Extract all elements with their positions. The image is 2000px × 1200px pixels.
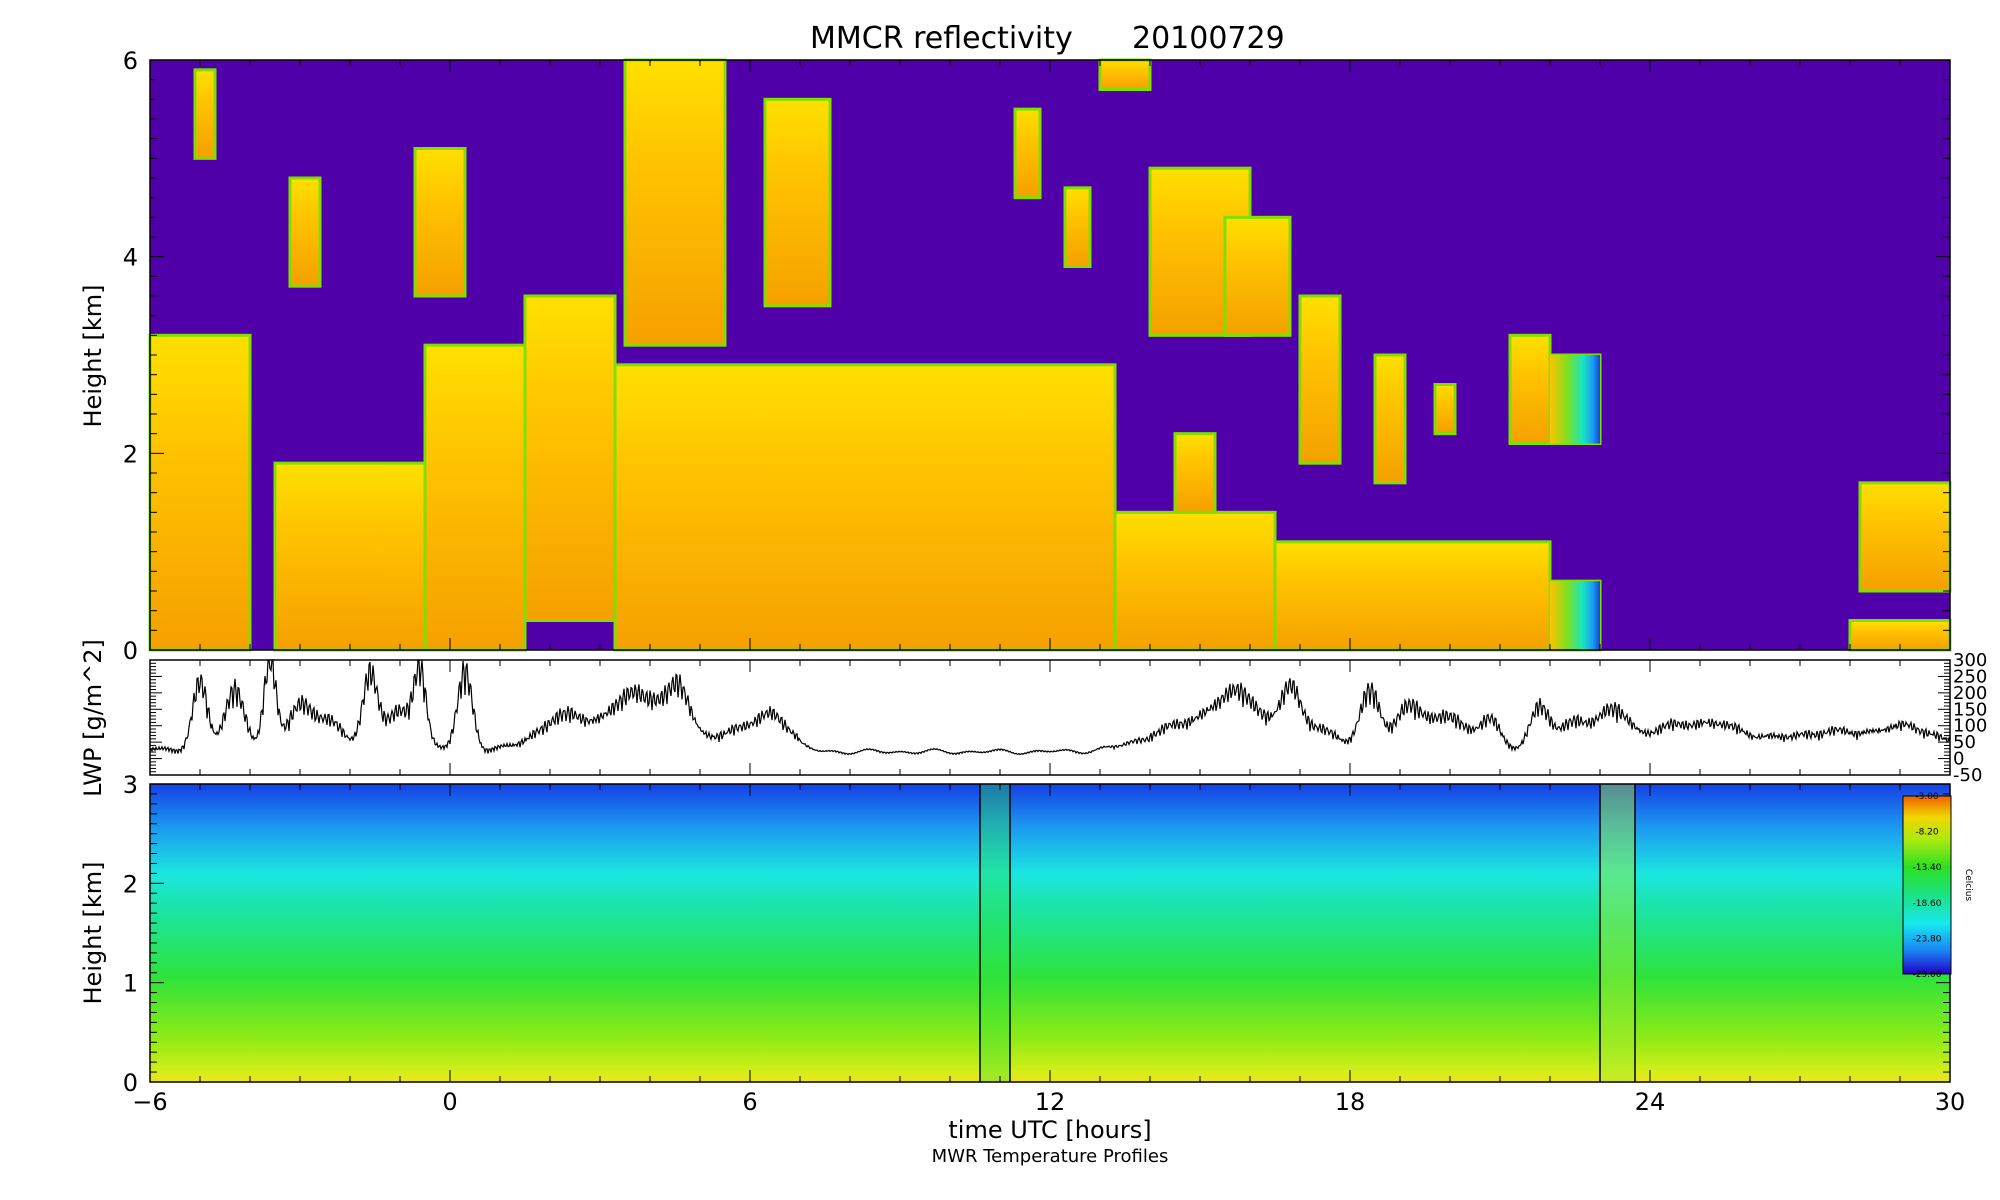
colorbar-label: Celcius [1963,869,1973,901]
time-tick-label: 6 [742,1088,757,1116]
cloud-region-17 [1433,383,1457,436]
temperature-ylabel: Height [km] [79,862,107,1005]
cloud-region-25 [1098,58,1152,91]
lwp-ytick-label: 0 [1953,749,1964,770]
temperature-colorbar: -3.00 -8.20 -13.40 -18.60 -23.80 -29.00 Celci… [1902,792,1973,980]
lwp-ylabel: LWP [g/m^2] [79,639,107,797]
temperature-field [150,784,1950,1082]
time-tick-labels: −6 0 6 12 18 24 30 [132,1088,1965,1116]
time-tick-label: 0 [442,1088,457,1116]
temperature-overlays [980,784,1635,1082]
cloud-region-2 [423,343,527,652]
temperature-ytick-label: 3 [123,771,138,799]
colorbar-tick-label: -23.80 [1912,934,1941,944]
time-tick-label: 30 [1935,1088,1966,1116]
cloud-region-19 [1013,107,1042,200]
lwp-ytick-label: 100 [1953,716,1987,737]
fade-region-1 [1550,355,1600,444]
reflectivity-ylabel: Height [km] [79,285,107,428]
fade-region-0 [1550,581,1600,650]
cloud-region-11 [763,97,832,308]
cloud-region-5 [1113,510,1277,652]
reflectivity-title: MMCR reflectivity [810,21,1073,56]
reflectivity-cloud-layer [148,58,1952,652]
lwp-ytick-label: 150 [1953,699,1987,720]
cloud-region-22 [413,147,467,298]
cloud-region-20 [1063,186,1092,268]
temperature-ytick-label: 1 [123,970,138,998]
gap-band-2 [1600,784,1635,1082]
cloud-region-23 [1223,215,1292,337]
lwp-ytick-label: -50 [1953,765,1982,786]
colorbar-tick-label: -3.00 [1915,792,1939,802]
cloud-region-4 [613,363,1117,652]
colorbar-tick-label: -13.40 [1912,863,1941,873]
colorbar-gradient [1902,795,1952,975]
lwp-frame [149,659,1951,776]
reflectivity-date: 20100729 [1132,21,1285,56]
temperature-title: MWR Temperature Profiles [932,1146,1169,1167]
reflectivity-ytick-labels: 0 2 4 6 [123,47,138,665]
cloud-region-13 [1508,333,1552,446]
cloud-region-6 [1273,540,1552,652]
cloud-region-18 [193,68,217,160]
reflectivity-ytick-label: 0 [123,637,138,665]
lwp-ytick-label: 250 [1953,666,1987,687]
reflectivity-ticks [149,59,1951,651]
reflectivity-ytick-label: 4 [123,244,138,272]
lwp-ticks [149,659,1951,776]
time-tick-label: −6 [132,1088,167,1116]
cloud-region-16 [1373,353,1407,485]
temperature-ytick-label: 0 [123,1069,138,1097]
cloud-region-3 [523,294,617,622]
time-xlabel: time UTC [hours] [948,1116,1151,1144]
reflectivity-ytick-label: 2 [123,440,138,468]
temperature-ytick-label: 2 [123,870,138,898]
lwp-series-line [149,659,1951,756]
cloud-region-24 [1173,432,1217,514]
reflectivity-ytick-label: 6 [123,47,138,75]
cloud-region-21 [288,176,322,288]
time-tick-label: 24 [1635,1088,1666,1116]
lwp-ytick-label: 300 [1953,650,1987,671]
temperature-vertical-lines [979,784,1636,1082]
colorbar-tick-label: -18.60 [1912,899,1941,909]
lwp-ytick-label: 50 [1953,732,1976,753]
time-tick-label: 12 [1035,1088,1066,1116]
cloud-region-10 [623,58,727,347]
cloud-region-0 [148,333,252,652]
time-tick-label: 18 [1335,1088,1366,1116]
temperature-ytick-labels: 0 1 2 3 [123,771,138,1097]
temperature-ticks [149,783,1951,1083]
cloud-region-15 [1298,294,1342,465]
lwp-ytick-label: 200 [1953,683,1987,704]
gap-band-1 [980,784,1010,1082]
colorbar-tick-labels: -3.00 -8.20 -13.40 -18.60 -23.80 -29.00 [1912,792,1941,980]
cloud-region-9 [1858,481,1952,593]
colorbar-tick-label: -8.20 [1915,828,1939,838]
reflectivity-panel: MMCR reflectivity 20100729 Height [km] 0… [79,21,1952,665]
colorbar-tick-label: -29.00 [1912,970,1941,980]
